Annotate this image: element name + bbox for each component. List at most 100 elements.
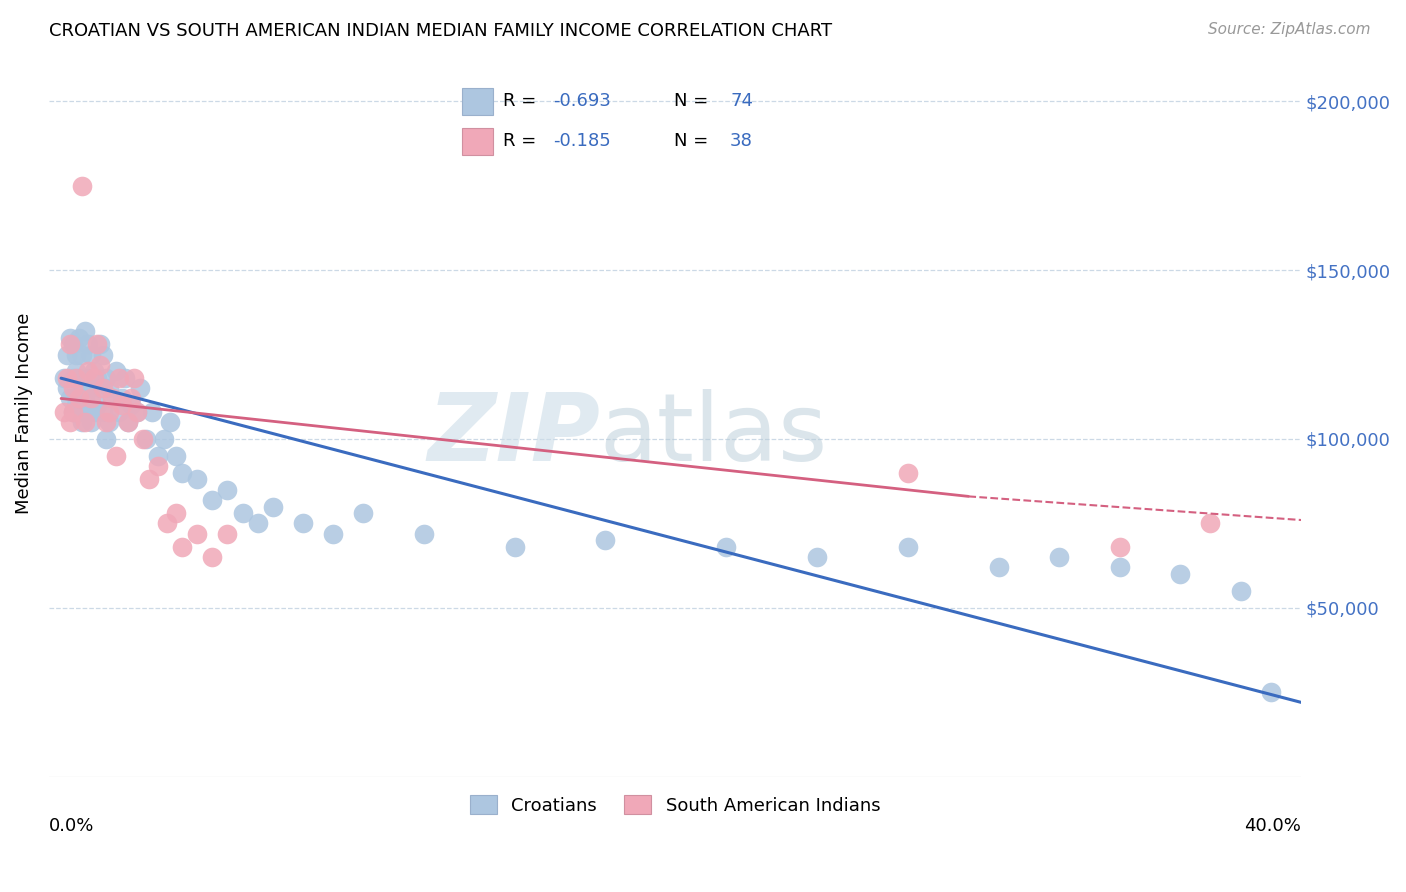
Text: Source: ZipAtlas.com: Source: ZipAtlas.com	[1208, 22, 1371, 37]
Point	[65, 364, 87, 378]
Point	[292, 516, 315, 531]
Text: ZIP: ZIP	[427, 390, 600, 482]
Point	[70, 347, 93, 361]
Point	[67, 405, 90, 419]
Point	[146, 449, 169, 463]
Point	[104, 364, 127, 378]
Point	[86, 337, 108, 351]
Point	[62, 405, 84, 419]
Point	[413, 526, 436, 541]
Point	[165, 449, 187, 463]
Point	[322, 526, 344, 541]
Point	[1260, 685, 1282, 699]
Point	[217, 526, 239, 541]
Point	[897, 466, 920, 480]
Point	[75, 415, 97, 429]
Point	[128, 381, 150, 395]
Point	[77, 371, 100, 385]
Point	[75, 392, 97, 406]
Point	[231, 506, 253, 520]
Point	[1199, 516, 1222, 531]
Legend: Croatians, South American Indians: Croatians, South American Indians	[463, 789, 887, 822]
Point	[141, 405, 163, 419]
Point	[117, 415, 139, 429]
Point	[110, 392, 132, 406]
Point	[93, 405, 115, 419]
Point	[107, 405, 129, 419]
Point	[65, 347, 87, 361]
Point	[125, 405, 148, 419]
Point	[107, 371, 129, 385]
Point	[98, 415, 121, 429]
Point	[96, 432, 118, 446]
Point	[62, 337, 84, 351]
Point	[217, 483, 239, 497]
Y-axis label: Median Family Income: Median Family Income	[15, 313, 32, 515]
Point	[138, 473, 160, 487]
Point	[89, 381, 111, 395]
Point	[170, 540, 193, 554]
Point	[96, 371, 118, 385]
Point	[80, 415, 103, 429]
Point	[86, 398, 108, 412]
Point	[135, 432, 157, 446]
Point	[62, 371, 84, 385]
Point	[98, 405, 121, 419]
Point	[114, 371, 136, 385]
Point	[262, 500, 284, 514]
Point	[59, 331, 82, 345]
Point	[120, 398, 142, 412]
Point	[132, 432, 155, 446]
Point	[83, 371, 105, 385]
Point	[125, 405, 148, 419]
Text: 0.0%: 0.0%	[49, 816, 94, 835]
Point	[1047, 550, 1070, 565]
Text: CROATIAN VS SOUTH AMERICAN INDIAN MEDIAN FAMILY INCOME CORRELATION CHART: CROATIAN VS SOUTH AMERICAN INDIAN MEDIAN…	[49, 22, 832, 40]
Point	[120, 392, 142, 406]
Point	[83, 405, 105, 419]
Point	[201, 550, 224, 565]
Point	[62, 405, 84, 419]
Point	[353, 506, 375, 520]
Point	[1168, 567, 1191, 582]
Point	[67, 371, 90, 385]
Point	[987, 560, 1010, 574]
Point	[70, 415, 93, 429]
Point	[1108, 540, 1130, 554]
Point	[80, 381, 103, 395]
Point	[153, 432, 176, 446]
Point	[595, 533, 617, 548]
Point	[56, 347, 79, 361]
Point	[186, 526, 208, 541]
Point	[104, 449, 127, 463]
Point	[77, 337, 100, 351]
Point	[146, 458, 169, 473]
Point	[98, 381, 121, 395]
Point	[67, 392, 90, 406]
Point	[93, 381, 115, 395]
Point	[110, 398, 132, 412]
Point	[1229, 583, 1251, 598]
Point	[53, 405, 76, 419]
Point	[65, 398, 87, 412]
Point	[122, 371, 145, 385]
Point	[77, 405, 100, 419]
Point	[1108, 560, 1130, 574]
Point	[89, 358, 111, 372]
Point	[716, 540, 738, 554]
Point	[86, 371, 108, 385]
Point	[246, 516, 269, 531]
Point	[101, 392, 124, 406]
Point	[59, 392, 82, 406]
Point	[75, 324, 97, 338]
Point	[80, 392, 103, 406]
Point	[89, 337, 111, 351]
Point	[59, 415, 82, 429]
Text: 40.0%: 40.0%	[1244, 816, 1301, 835]
Text: atlas: atlas	[600, 390, 828, 482]
Point	[62, 381, 84, 395]
Point	[201, 492, 224, 507]
Point	[165, 506, 187, 520]
Point	[503, 540, 526, 554]
Point	[67, 331, 90, 345]
